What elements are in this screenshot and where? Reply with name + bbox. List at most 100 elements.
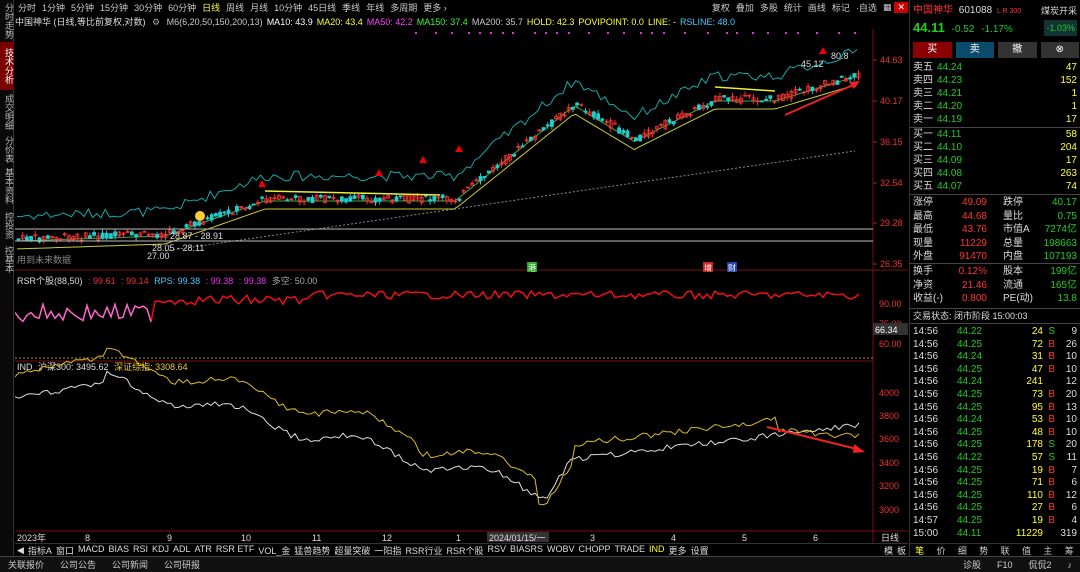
indicator-tab[interactable]: RSR个股 xyxy=(446,545,484,556)
detail-tab-trend[interactable]: 势 xyxy=(979,546,989,556)
book-row[interactable]: 卖一 44.19 17 xyxy=(913,114,1079,125)
stats-button[interactable]: 统计 xyxy=(783,3,802,13)
indicator-tab[interactable]: VOL_金 xyxy=(258,545,291,556)
book-row[interactable]: 卖四 44.23 152 xyxy=(913,75,1079,86)
clear-button[interactable]: ⊗ xyxy=(1040,42,1079,58)
detail-tab-chips[interactable]: 筹 xyxy=(1064,546,1074,556)
multi-stock-button[interactable]: 多股 xyxy=(759,3,778,13)
book-row[interactable]: 买五 44.07 74 xyxy=(913,181,1079,192)
book-row[interactable]: 买二 44.10 204 xyxy=(913,142,1079,153)
indicator-tab[interactable]: CHOPP xyxy=(578,543,611,554)
chat-button[interactable]: 侃侃2 xyxy=(1028,560,1052,570)
bell-icon[interactable]: ♪ xyxy=(1067,559,1073,570)
indicator-tab[interactable]: 设置 xyxy=(690,545,709,556)
book-row[interactable]: 买四 44.08 263 xyxy=(913,168,1079,179)
indicator-tab[interactable]: WOBV xyxy=(547,543,575,554)
status-link-notice[interactable]: 公司公告 xyxy=(60,560,97,570)
indicator-tab[interactable]: BIAS xyxy=(108,543,129,554)
tab-invest[interactable]: 控投资 xyxy=(4,211,14,239)
indicator-tab[interactable]: RSR ETF xyxy=(215,543,255,554)
period-quarterly[interactable]: 季线 xyxy=(342,3,361,13)
status-link-research[interactable]: 公司研报 xyxy=(164,560,201,570)
book-row[interactable]: 买一 44.11 58 xyxy=(913,129,1079,140)
period-45day[interactable]: 45日线 xyxy=(308,3,337,13)
period-1min[interactable]: 1分钟 xyxy=(42,3,66,13)
candlesticks xyxy=(16,70,861,244)
status-link-news[interactable]: 公司新闻 xyxy=(112,560,149,570)
indicator-tab[interactable]: RSI xyxy=(132,543,148,554)
tab-intraday[interactable]: 分时走势 xyxy=(4,3,14,39)
szcomp-line xyxy=(15,347,860,506)
badge-hk[interactable] xyxy=(527,262,537,272)
tab-basic[interactable]: 控基本 xyxy=(4,245,14,273)
stock-name: 中国神华 xyxy=(913,5,953,16)
sector-name[interactable]: 煤炭开采 xyxy=(1040,6,1077,16)
book-row[interactable]: 卖三 44.21 1 xyxy=(913,88,1079,99)
book-row[interactable]: 卖二 44.20 1 xyxy=(913,101,1079,112)
grid-icon[interactable]: ▦ xyxy=(882,2,892,12)
mark-button[interactable]: 标记 xyxy=(831,3,850,13)
indicator-tab[interactable]: IND xyxy=(649,543,665,554)
indicator-tab[interactable]: BIASRS xyxy=(509,543,543,554)
ma-settings-icon[interactable]: ⚙ xyxy=(152,17,161,27)
period-more[interactable]: 更多 › xyxy=(423,3,447,13)
panel-tab-model[interactable]: 模 xyxy=(883,545,893,556)
indicator-tab[interactable]: 更多 xyxy=(668,545,687,556)
period-60min[interactable]: 60分钟 xyxy=(168,3,197,13)
chart-area[interactable]: 44.63 40.17 36.15 32.54 29.28 26.35 28.87 - 2… xyxy=(15,29,908,543)
status-link-quote[interactable]: 关联报价 xyxy=(8,560,45,570)
period-5min[interactable]: 5分钟 xyxy=(71,3,95,13)
hs300-line xyxy=(15,370,860,499)
book-row[interactable]: 卖五 44.24 47 xyxy=(913,62,1079,73)
adjust-button[interactable]: 复权 xyxy=(711,3,730,13)
tab-trades[interactable]: 成交明细 xyxy=(4,94,14,130)
tab-price-table[interactable]: 分价表 xyxy=(4,135,14,163)
indicator-tab[interactable]: KDJ xyxy=(151,543,169,554)
indicator-tab[interactable]: 超量突破 xyxy=(334,545,371,556)
indicator-tab[interactable]: 窗口 xyxy=(55,545,74,556)
period-monthly[interactable]: 月线 xyxy=(250,3,269,13)
period-10min[interactable]: 10分钟 xyxy=(274,3,303,13)
period-multi[interactable]: 多周期 xyxy=(390,3,418,13)
watchlist-button[interactable]: ·自选 xyxy=(855,3,877,13)
period-30min[interactable]: 30分钟 xyxy=(134,3,163,13)
stat-row: 净资 21.46 流通 165亿 xyxy=(913,280,1079,291)
period-intraday[interactable]: 分时 xyxy=(18,3,37,13)
line-tab-label[interactable]: 日线 xyxy=(881,532,899,543)
detail-tab-value[interactable]: 值 xyxy=(1022,546,1032,556)
indicator-tab[interactable]: RSV xyxy=(487,543,506,554)
detail-tab-price[interactable]: 价 xyxy=(936,546,946,556)
indicator-tab[interactable]: RSR行业 xyxy=(405,545,443,556)
period-weekly[interactable]: 周线 xyxy=(226,3,245,13)
tab-profile[interactable]: 基本资料 xyxy=(4,168,14,204)
indicator-tab[interactable]: 猛兽趋势 xyxy=(294,545,331,556)
badge-finance[interactable] xyxy=(727,262,737,272)
indicator-tab[interactable]: ATR xyxy=(194,543,212,554)
detail-tab-link[interactable]: 联 xyxy=(1000,546,1010,556)
detail-tab-trades[interactable]: 笔 xyxy=(915,546,925,556)
detail-tab-detail[interactable]: 细 xyxy=(957,546,967,556)
period-yearly[interactable]: 年线 xyxy=(366,3,385,13)
cancel-order-button[interactable]: 撤 xyxy=(998,42,1037,58)
buy-button[interactable]: 买 xyxy=(913,42,952,58)
diagnose-button[interactable]: 诊股 xyxy=(962,560,981,570)
badge-add[interactable] xyxy=(703,262,713,272)
close-icon[interactable]: ✕ xyxy=(894,2,908,13)
f10-button[interactable]: F10 xyxy=(996,559,1013,570)
panel-tab-board[interactable]: 板 xyxy=(896,545,906,556)
draw-line-button[interactable]: 画线 xyxy=(807,3,826,13)
period-daily[interactable]: 日线 xyxy=(202,3,221,13)
indicator-tab[interactable]: ADL xyxy=(173,543,191,554)
sell-button[interactable]: 卖 xyxy=(955,42,994,58)
detail-tab-main[interactable]: 主 xyxy=(1043,546,1053,556)
indicator-tab[interactable]: MACD xyxy=(77,543,105,554)
indicator-tab[interactable]: 一阳指 xyxy=(374,545,402,556)
overlay-button[interactable]: 叠加 xyxy=(735,3,754,13)
arrow-left-icon[interactable]: ◀ xyxy=(17,544,24,555)
period-15min[interactable]: 15分钟 xyxy=(100,3,129,13)
tab-technical[interactable]: 技术分析 xyxy=(0,42,14,90)
indicator-tab[interactable]: 指标A xyxy=(27,545,52,556)
book-row[interactable]: 买三 44.09 17 xyxy=(913,155,1079,166)
tick-price: 44.24 xyxy=(957,376,983,388)
indicator-tab[interactable]: TRADE xyxy=(614,543,646,554)
